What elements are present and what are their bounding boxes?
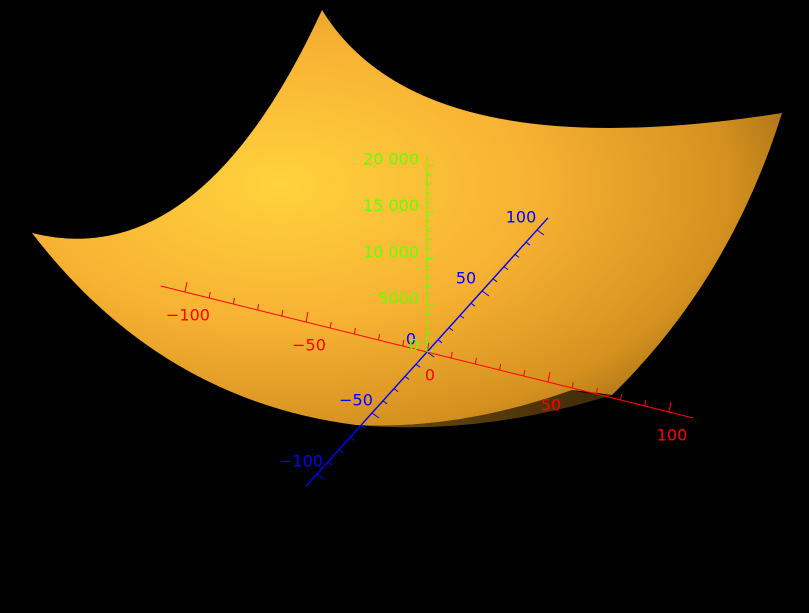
x-tick-label: 100: [657, 426, 688, 445]
z-axis-tick: [426, 229, 432, 232]
y-axis-tick: [382, 400, 388, 405]
z-axis-tick: [426, 192, 432, 195]
y-axis-tick: [393, 388, 399, 393]
z-axis-tick: [426, 201, 432, 204]
x-axis-tick: [474, 357, 477, 365]
x-axis-tick: [402, 339, 405, 347]
z-axis-tick: [426, 164, 435, 167]
z-axis-tick: [426, 276, 432, 279]
z-axis-tick: [426, 341, 432, 344]
y-axis-tick: [316, 473, 325, 480]
y-axis-tick: [360, 424, 366, 429]
y-tick-label: −50: [339, 391, 373, 410]
y-axis-tick: [514, 253, 520, 258]
z-tick-label: 20 000: [363, 150, 419, 169]
z-tick-label: 5000: [378, 289, 419, 308]
y-axis-tick: [536, 229, 545, 236]
y-axis-tick: [415, 363, 421, 368]
x-tick-label: 0: [425, 366, 435, 385]
y-axis-tick: [349, 436, 355, 441]
x-axis-tick: [644, 399, 647, 407]
z-axis-tick: [426, 304, 435, 306]
y-axis-tick: [481, 290, 490, 297]
z-axis-tick: [426, 238, 432, 241]
y-axis-tick: [338, 449, 344, 454]
z-tick-label: 0: [409, 336, 419, 355]
z-axis-tick: [426, 294, 432, 297]
y-axis-tick: [503, 266, 509, 271]
z-axis-tick: [426, 313, 432, 316]
x-axis-tick: [547, 371, 551, 383]
x-axis-tick: [232, 297, 235, 305]
z-axis-tick: [426, 173, 432, 176]
x-axis-tick: [257, 303, 260, 311]
y-axis-tick: [371, 412, 380, 419]
x-axis-tick: [184, 281, 188, 293]
z-axis-tick: [426, 248, 432, 251]
x-axis-tick: [620, 393, 623, 401]
z-axis-tick: [426, 211, 435, 213]
y-axis-tick: [448, 327, 454, 332]
y-axis-tick: [492, 278, 498, 283]
y-tick-label: −100: [279, 452, 323, 471]
x-axis-tick: [668, 401, 672, 413]
y-axis-tick: [459, 314, 465, 319]
x-axis-tick: [281, 309, 284, 317]
z-axis-tick: [426, 285, 432, 288]
z-axis-tick: [426, 322, 432, 325]
z-tick-label: 15 000: [363, 196, 419, 215]
x-tick-label: −50: [292, 336, 326, 355]
x-axis-tick: [353, 327, 356, 335]
y-axis-tick: [426, 351, 435, 358]
x-axis-tick: [499, 363, 502, 371]
x-axis-tick: [571, 381, 574, 389]
z-axis-tick: [426, 266, 432, 269]
x-axis-tick: [450, 351, 453, 359]
x-tick-label: −100: [166, 306, 210, 325]
z-axis-tick: [426, 220, 432, 223]
z-axis-tick: [426, 331, 432, 334]
y-axis-tick: [437, 339, 443, 344]
x-tick-label: 50: [541, 396, 561, 415]
y-tick-label: 100: [506, 208, 537, 227]
x-axis-tick: [208, 291, 211, 299]
axes-layer: −100 −50 0 50 100 −100 −50 0 50 100 0 5000 10 000 15 …: [160, 150, 694, 487]
surface: [32, 10, 782, 426]
z-tick-label: 10 000: [363, 243, 419, 262]
y-tick-label: 0: [406, 330, 416, 349]
z-axis-tick: [426, 350, 435, 353]
y-axis-tick: [404, 375, 410, 380]
x-axis-tick: [329, 321, 332, 329]
y-axis-tick: [525, 241, 531, 246]
x-axis-tick: [378, 333, 381, 341]
surface-underside: [356, 390, 612, 428]
y-tick-label: 50: [456, 269, 476, 288]
x-axis-tick: [523, 369, 526, 377]
y-axis-tick: [327, 461, 333, 466]
x-axis-tick: [595, 387, 598, 395]
z-axis-tick: [426, 257, 435, 260]
y-axis-tick: [470, 302, 476, 307]
x-axis-tick: [305, 311, 309, 323]
z-axis-tick: [426, 183, 432, 186]
